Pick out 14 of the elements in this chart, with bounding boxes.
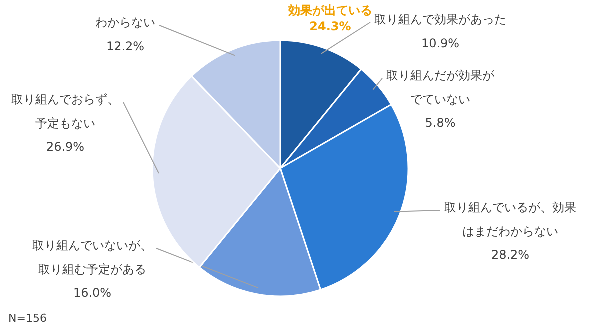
slice-label: わからない: [96, 16, 156, 30]
slice-label: 取り組んでいるが、効果はまだわからない: [444, 200, 576, 238]
slice-label: 取り組んでいないが、取り組む予定がある: [32, 238, 152, 276]
text: N=156: [8, 312, 47, 325]
data-label: 26.9%: [46, 140, 85, 154]
slice-label: 取り組んだが効果がでていない: [386, 68, 496, 106]
text: 効果が出ている 24.3%: [288, 4, 372, 34]
data-label: 16.0%: [73, 286, 112, 300]
data-label: 10.9%: [421, 36, 460, 50]
slice-label: 取り組んで効果があった: [374, 12, 506, 26]
data-label: 12.2%: [106, 39, 145, 54]
slice-label: 取り組んでおらず、予定もない: [12, 92, 120, 130]
data-label: 5.8%: [425, 116, 456, 130]
data-label: 28.2%: [491, 248, 530, 262]
